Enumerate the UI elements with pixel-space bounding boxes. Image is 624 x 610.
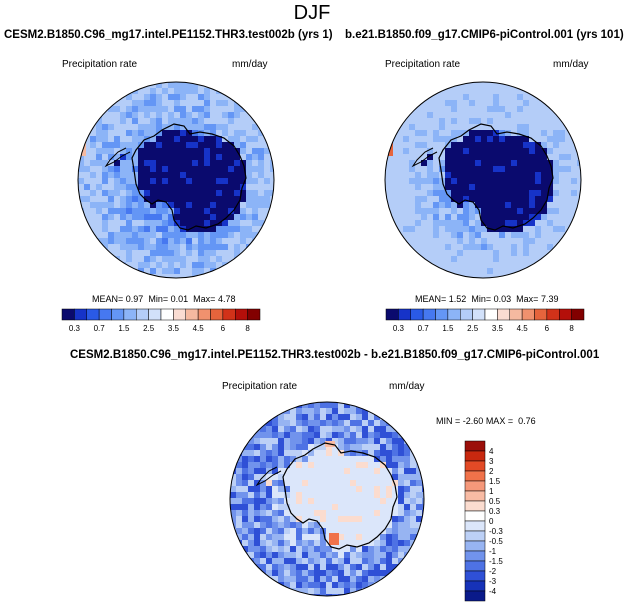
colorbar-swatch: [497, 308, 510, 321]
colorbar-tick-label: -1.5: [489, 557, 503, 566]
colorbar-tick-label: -2: [489, 567, 497, 576]
colorbar-swatch: [464, 540, 486, 552]
colorbar-tick-label: 1.5: [489, 477, 501, 486]
colorbar-swatch: [148, 308, 162, 321]
colorbar-swatch: [86, 308, 100, 321]
season-title: DJF: [293, 2, 331, 24]
colorbar-swatch: [111, 308, 125, 321]
colorbar-tick-label: 2.5: [467, 324, 479, 333]
colorbar-swatch: [398, 308, 411, 321]
panel1-colorbar: 0.3 0.7 1.5 2.5 3.5 4.5 6 8: [61, 308, 261, 333]
colorbar-swatch: [435, 308, 449, 321]
colorbar-tick-label: 8: [569, 324, 574, 333]
colorbar-swatch: [484, 308, 498, 321]
colorbar-swatch: [235, 308, 248, 321]
colorbar-swatch: [422, 308, 436, 321]
colorbar-swatch: [464, 480, 486, 492]
colorbar-swatch: [136, 308, 149, 321]
colorbar-swatch: [210, 308, 224, 321]
panel2-title: b.e21.B1850.f09_g17.CMIP6-piControl.001 …: [345, 29, 624, 41]
colorbar-swatch: [410, 308, 424, 321]
colorbar-swatch: [534, 308, 548, 321]
colorbar-swatch: [197, 308, 211, 321]
colorbar-swatch: [464, 590, 486, 602]
colorbar-swatch: [160, 308, 174, 321]
colorbar-tick-label: -0.3: [489, 527, 503, 536]
colorbar-swatch: [521, 308, 535, 321]
colorbar-tick-label: 4.5: [517, 324, 529, 333]
panel3-title: CESM2.B1850.C96_mg17.intel.PE1152.THR3.t…: [70, 349, 600, 361]
colorbar-tick-label: 3: [489, 457, 494, 466]
panel3-map: [230, 402, 424, 596]
colorbar-tick-label: 3.5: [168, 324, 180, 333]
colorbar-swatch: [460, 308, 473, 321]
colorbar-tick-label: 2: [489, 467, 494, 476]
colorbar-tick-label: 8: [245, 324, 250, 333]
panel2-colorbar: 0.3 0.7 1.5 2.5 3.5 4.5 6 8: [385, 308, 585, 333]
colorbar-tick-label: -3: [489, 577, 497, 586]
panel1-title: CESM2.B1850.C96_mg17.intel.PE1152.THR3.t…: [4, 29, 333, 41]
colorbar-swatch: [464, 500, 486, 512]
panel2-units-label: mm/day: [553, 59, 589, 70]
colorbar-tick-label: 6: [545, 324, 550, 333]
colorbar-swatch: [464, 470, 486, 482]
panel3-stats: MIN = -2.60 MAX = 0.76: [436, 416, 536, 426]
colorbar-swatch: [464, 490, 486, 502]
colorbar-swatch: [509, 308, 523, 321]
panel1-variable-label: Precipitation rate: [62, 59, 138, 70]
colorbar-tick-label: 2.5: [143, 324, 155, 333]
panel2-stats: MEAN= 1.52 Min= 0.03 Max= 7.39: [415, 294, 559, 304]
colorbar-swatch: [559, 308, 572, 321]
colorbar-tick-label: -4: [489, 587, 497, 596]
colorbar-tick-label: 0.3: [69, 324, 81, 333]
colorbar-swatch: [464, 510, 486, 522]
colorbar-swatch: [98, 308, 112, 321]
panel2-variable-label: Precipitation rate: [385, 59, 461, 70]
colorbar-swatch: [464, 580, 486, 592]
colorbar-swatch: [222, 308, 236, 321]
colorbar-swatch: [464, 520, 486, 532]
colorbar-swatch: [123, 308, 137, 321]
colorbar-swatch: [464, 450, 486, 462]
colorbar-tick-label: 0: [489, 517, 494, 526]
colorbar-swatch: [546, 308, 560, 321]
colorbar-swatch: [464, 460, 486, 472]
colorbar-tick-label: 0.7: [418, 324, 430, 333]
panel3-variable-label: Precipitation rate: [222, 381, 298, 392]
colorbar-tick-label: 4.5: [193, 324, 205, 333]
colorbar-swatch: [571, 308, 585, 321]
panel1-stats: MEAN= 0.97 Min= 0.01 Max= 4.78: [92, 294, 236, 304]
colorbar-swatch: [74, 308, 87, 321]
colorbar-tick-label: 0.3: [393, 324, 405, 333]
colorbar-swatch: [472, 308, 486, 321]
colorbar-tick-label: 1.5: [118, 324, 130, 333]
colorbar-tick-label: 0.3: [489, 507, 501, 516]
colorbar-swatch: [464, 440, 486, 452]
colorbar-swatch: [464, 570, 486, 582]
colorbar-tick-label: 0.7: [94, 324, 106, 333]
colorbar-tick-label: 1: [489, 487, 494, 496]
colorbar-tick-label: 0.5: [489, 497, 501, 506]
colorbar-swatch: [185, 308, 199, 321]
colorbar-tick-label: -0.5: [489, 537, 503, 546]
colorbar-tick-label: 6: [221, 324, 226, 333]
colorbar-swatch: [173, 308, 186, 321]
colorbar-tick-label: 4: [489, 447, 494, 456]
colorbar-swatch: [464, 550, 486, 562]
colorbar-swatch: [464, 530, 486, 542]
colorbar-tick-label: 3.5: [492, 324, 504, 333]
panel1-units-label: mm/day: [232, 59, 268, 70]
colorbar-tick-label: 1.5: [442, 324, 454, 333]
colorbar-tick-label: -1: [489, 547, 497, 556]
colorbar-swatch: [447, 308, 461, 321]
colorbar-swatch: [247, 308, 261, 321]
colorbar-swatch: [61, 308, 75, 321]
colorbar-swatch: [385, 308, 399, 321]
panel3-units-label: mm/day: [389, 381, 425, 392]
colorbar-swatch: [464, 560, 486, 572]
